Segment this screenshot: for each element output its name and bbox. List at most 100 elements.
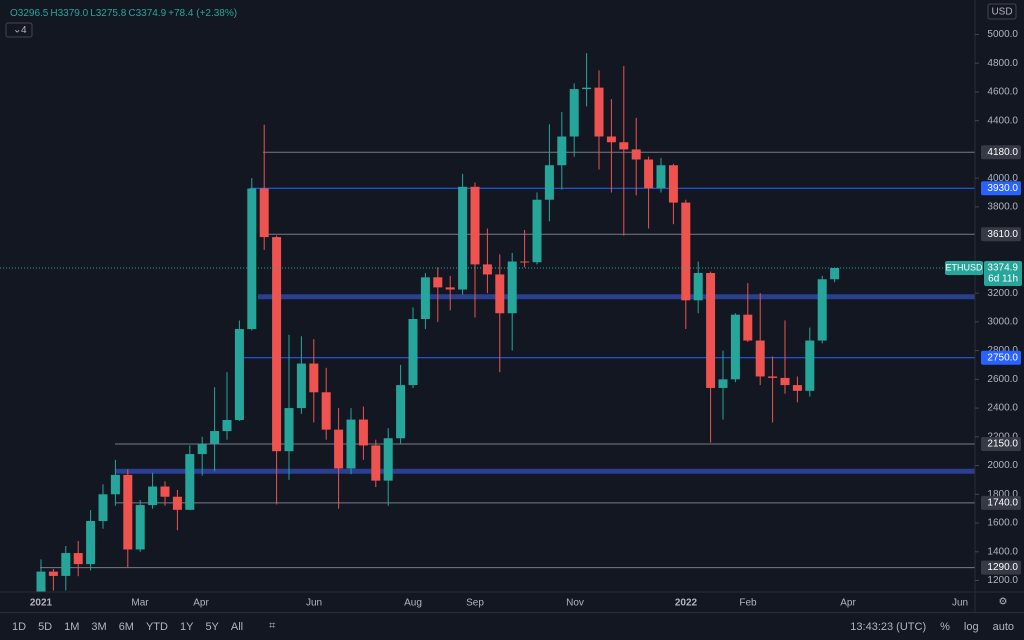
legend-item: H3379.0 [50,8,88,19]
candle-body [185,454,195,510]
y-tick-label: 3800.0 [987,202,1018,213]
candle-body [830,267,840,280]
level-label: 2150.0 [987,439,1018,450]
range-button[interactable]: All [230,620,244,633]
candle-body [495,274,505,314]
candle-body [259,188,269,238]
x-tick-label: Jun [306,598,322,609]
range-button[interactable]: YTD [145,620,168,633]
legend-item: O3296.5 [10,8,49,19]
candle-body [358,419,368,446]
candle-body [73,553,83,565]
level-badge [981,560,1021,575]
settings-icon[interactable]: ⚙ [999,597,1008,608]
y-tick-label: 1600.0 [987,518,1018,529]
y-tick-label: 2800.0 [987,345,1018,356]
candle-body [582,87,592,90]
ranges: 1D 5D 1M 3M 6M YTD 1Y 5Y All [0,621,243,633]
candle-body [482,264,492,275]
candle-body [557,136,567,166]
level-badge [981,350,1021,365]
candle-body [309,363,319,393]
level-label: 4180.0 [987,147,1018,158]
candle-body [346,419,356,469]
y-tick-label: 2000.0 [987,460,1018,471]
candle-body [98,494,108,522]
level-badge [981,145,1021,160]
symbol-badge [945,260,983,275]
candle-body [321,392,331,430]
y-tick-label: 5000.0 [987,29,1018,40]
legend-item: C3374.9 [128,8,166,19]
candle-body [222,420,232,432]
symbol-label: ETHUSD [945,262,983,272]
candle-body [792,385,802,391]
candle-body [284,408,294,452]
candle-body [805,340,815,391]
x-tick-label: Aug [404,598,422,609]
indicator-count: 4 [21,25,27,36]
price-badge [984,260,1022,286]
scale-option[interactable]: % [940,621,950,633]
candle-body [210,431,220,444]
scale-option[interactable]: log [963,621,979,633]
candle-body [644,159,654,189]
toolbar: 1D 5D 1M 3M 6M YTD 1Y 5Y All ⌗ 13:43:23 (UTC)% lo… [0,612,1024,640]
candle-body [668,165,678,203]
candle-body [768,376,778,378]
scale-option[interactable]: auto [992,621,1014,633]
range-button[interactable]: 3M [91,620,107,633]
candle-body [619,142,629,150]
range-button[interactable]: 5D [38,620,53,633]
x-tick-label: Sep [466,598,484,609]
candle-body [569,89,579,137]
candle-body [693,273,703,301]
candle-body [272,237,282,452]
candle-body [135,505,145,550]
candle-body [743,314,753,341]
range-button[interactable]: 6M [118,620,134,633]
candle-body [730,314,740,380]
y-tick-label: 4000.0 [987,173,1018,184]
range-button[interactable]: 1M [64,620,80,633]
y-tick-label: 4400.0 [987,115,1018,126]
candle-body [48,571,58,576]
candle-body [594,87,604,137]
indicator-toggle[interactable] [5,22,33,38]
x-tick-label: Apr [840,598,856,609]
candle-body [160,486,170,497]
level-badge [981,495,1021,510]
candle-body [755,340,765,377]
legend-item: +78.4 (+2.38%) [168,8,237,19]
countdown: 6d 11h [988,274,1018,285]
clock: 13:43:23 (UTC) [850,621,927,633]
y-tick-label: 3200.0 [987,288,1018,299]
candle-body [470,186,480,265]
level-label: 3930.0 [987,183,1018,194]
candle-body [507,261,517,314]
currency-button[interactable] [987,3,1017,20]
price-label: 3374.9 [987,263,1018,274]
y-tick-label: 1400.0 [987,546,1018,557]
x-tick-label: 2021 [30,598,53,609]
y-tick-label: 2200.0 [987,431,1018,442]
candle-body [408,318,418,386]
candle-body [532,199,542,263]
compare-icon[interactable]: ⌗ [269,620,276,632]
candle-body [631,149,641,160]
x-tick-label: Nov [566,598,584,609]
range-button[interactable]: 1Y [179,620,194,633]
legend-item: L3275.8 [90,8,127,19]
candle-body [383,438,393,481]
range-button[interactable]: 1D [12,620,27,633]
candle-body [396,385,406,439]
candle-body [247,188,257,330]
toolbar-right: 13:43:23 (UTC)% log auto [836,613,1014,640]
y-tick-label: 1800.0 [987,489,1018,500]
candle-body [458,186,468,290]
y-tick-label: 4800.0 [987,58,1018,69]
candle-body [123,474,133,550]
range-button[interactable]: 5Y [205,620,219,633]
x-tick-label: Feb [739,598,757,609]
